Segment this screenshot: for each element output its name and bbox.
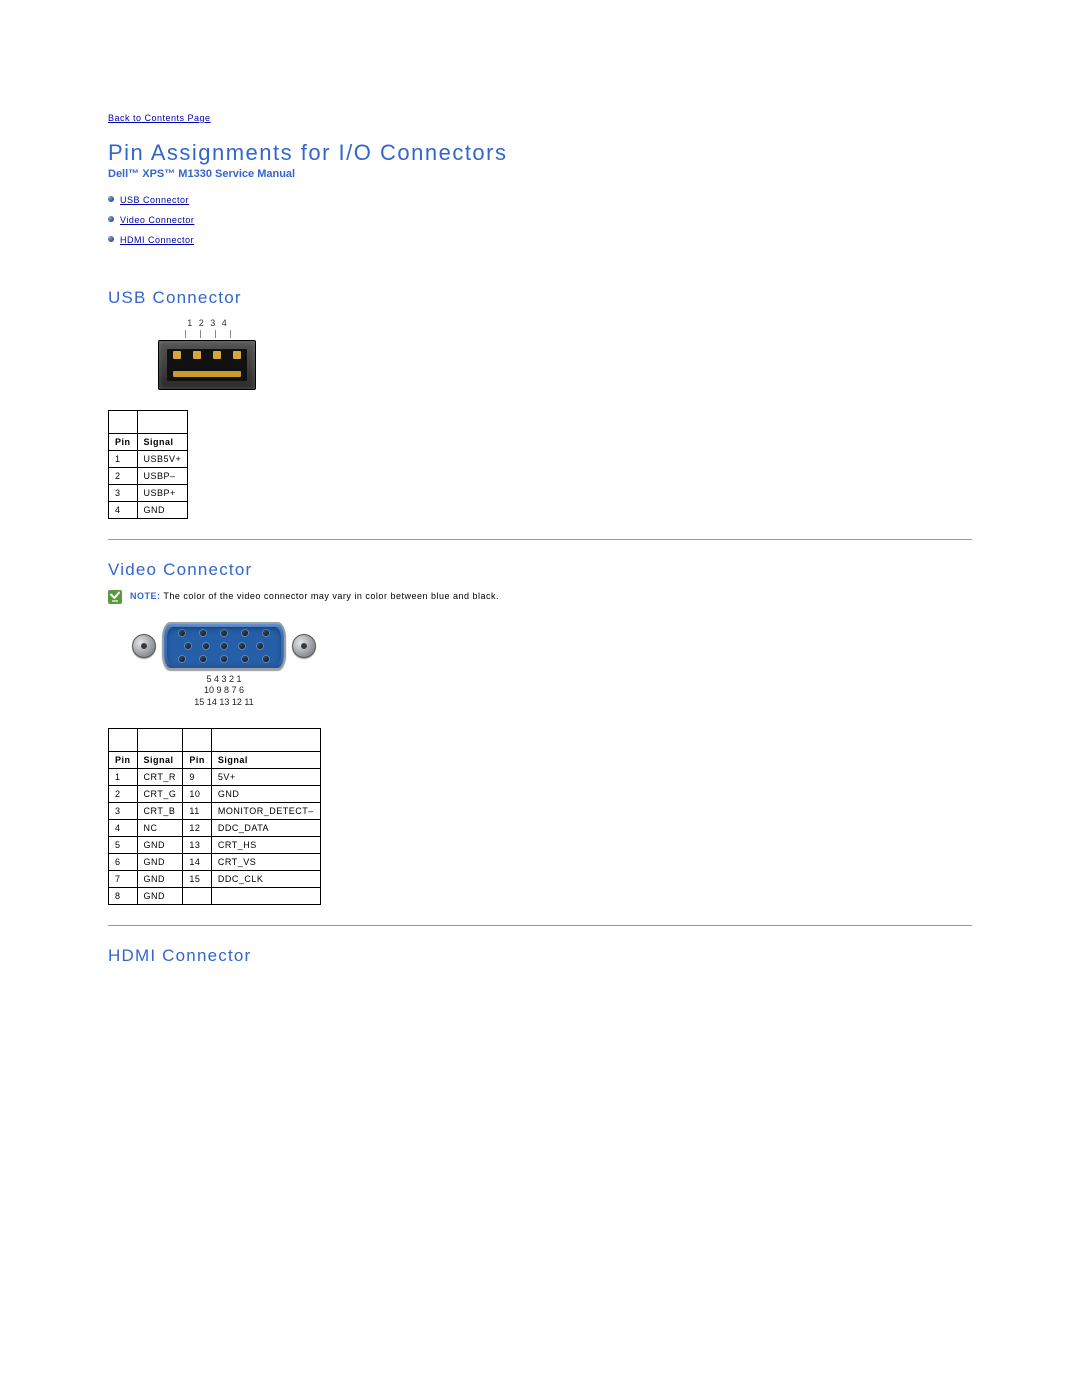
vga-thumbscrew-right — [292, 634, 316, 658]
vga-shell — [162, 622, 287, 670]
video-connector-figure: 5 4 3 2 1 10 9 8 7 6 15 14 13 12 11 — [132, 622, 316, 708]
table-row: 1CRT_R95V+ — [109, 768, 321, 785]
page-title: Pin Assignments for I/O Connectors — [108, 140, 972, 166]
table-row: 4GND — [109, 502, 188, 519]
divider — [108, 539, 972, 540]
link-usb-connector[interactable]: USB Connector — [120, 195, 189, 205]
table-row: 7GND15DDC_CLK — [109, 870, 321, 887]
table-row: 8GND — [109, 887, 321, 904]
table-row: 2USBP– — [109, 468, 188, 485]
note-text: The color of the video connector may var… — [163, 591, 499, 601]
table-row: 4NC12DDC_DATA — [109, 819, 321, 836]
vga-pin-numbers: 5 4 3 2 1 10 9 8 7 6 15 14 13 12 11 — [132, 674, 316, 708]
hdmi-heading: HDMI Connector — [108, 946, 972, 966]
link-video-connector[interactable]: Video Connector — [120, 215, 194, 225]
jump-links: USB Connector Video Connector HDMI Conne… — [108, 190, 972, 248]
th-pin: Pin — [109, 751, 138, 768]
usb-pin-table: Pin Signal 1USB5V+ 2USBP– 3USBP+ 4GND — [108, 410, 188, 519]
th-pin: Pin — [183, 751, 212, 768]
vga-thumbscrew-left — [132, 634, 156, 658]
th-signal: Signal — [211, 751, 320, 768]
note-icon — [108, 590, 122, 604]
usb-pin-labels: 1 2 3 4 — [158, 318, 258, 328]
video-note: NOTE: The color of the video connector m… — [108, 590, 972, 604]
table-row: 1USB5V+ — [109, 451, 188, 468]
link-hdmi-connector[interactable]: HDMI Connector — [120, 235, 194, 245]
usb-heading: USB Connector — [108, 288, 972, 308]
usb-connector-figure: 1 2 3 4 — [158, 318, 258, 390]
page-subtitle: Dell™ XPS™ M1330 Service Manual — [108, 168, 972, 180]
table-row: 3USBP+ — [109, 485, 188, 502]
th-signal: Signal — [137, 751, 183, 768]
th-pin: Pin — [109, 434, 138, 451]
table-row: 2CRT_G10GND — [109, 785, 321, 802]
video-heading: Video Connector — [108, 560, 972, 580]
table-row: 5GND13CRT_HS — [109, 836, 321, 853]
table-row: 3CRT_B11MONITOR_DETECT– — [109, 802, 321, 819]
table-row: 6GND14CRT_VS — [109, 853, 321, 870]
note-label: NOTE: — [130, 591, 161, 601]
th-signal: Signal — [137, 434, 188, 451]
video-pin-table: Pin Signal Pin Signal 1CRT_R95V+ 2CRT_G1… — [108, 728, 321, 905]
divider — [108, 925, 972, 926]
back-to-contents-link[interactable]: Back to Contents Page — [108, 113, 211, 123]
